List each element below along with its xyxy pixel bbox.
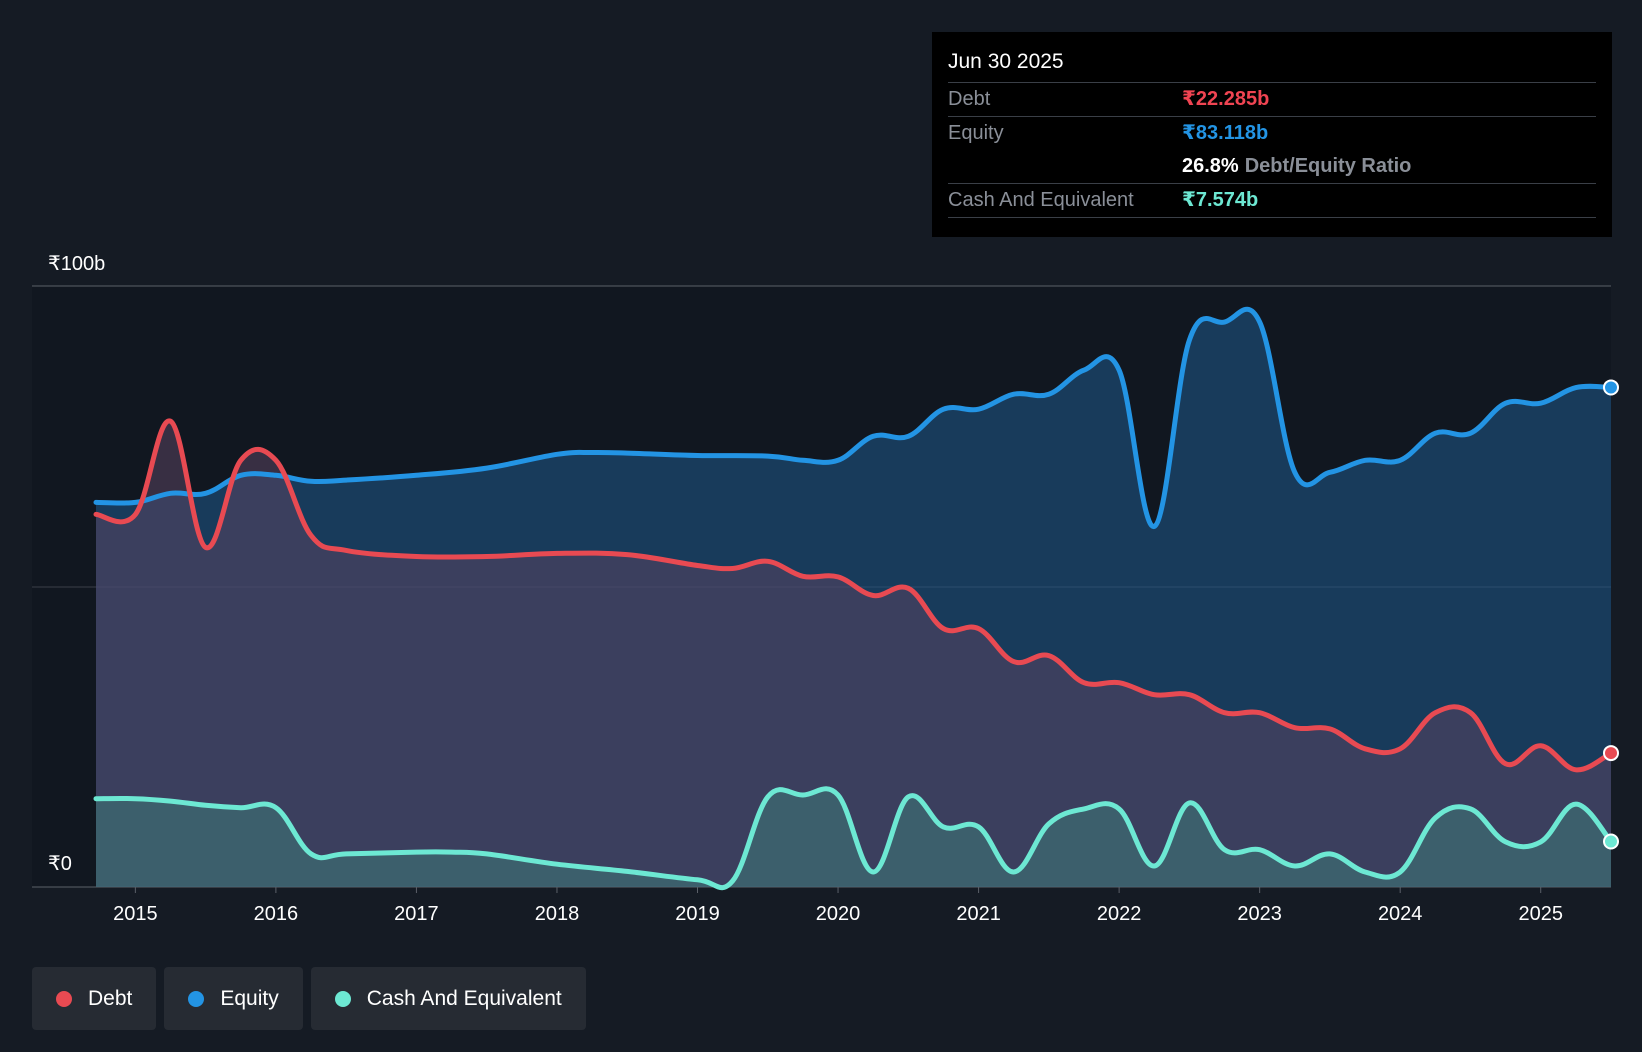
tooltip-panel: Jun 30 2025 Debt ₹22.285b Equity ₹83.118… <box>932 32 1612 237</box>
x-tick-label: 2015 <box>113 903 158 925</box>
tooltip-debt-row: Debt ₹22.285b <box>948 83 1596 117</box>
tooltip-equity-value: ₹83.118b <box>1182 122 1269 144</box>
x-tick-label: 2019 <box>675 903 720 925</box>
x-tick-label: 2017 <box>394 903 439 925</box>
x-tick-label: 2023 <box>1237 903 1282 925</box>
x-tick-label: 2018 <box>535 903 580 925</box>
legend-label-cash: Cash And Equivalent <box>366 986 562 1010</box>
tooltip-date: Jun 30 2025 <box>948 32 1596 83</box>
tooltip-cash-value: ₹7.574b <box>1182 189 1259 211</box>
tooltip-debt-label: Debt <box>948 88 991 110</box>
x-tick-label: 2022 <box>1097 903 1142 925</box>
debt-area <box>96 420 1611 887</box>
legend-item-debt[interactable]: Debt <box>32 967 157 1030</box>
tooltip-cash-row: Cash And Equivalent ₹7.574b <box>948 184 1596 218</box>
y-tick-label-zero: ₹0 <box>48 853 72 875</box>
cash-dot-icon <box>334 990 351 1007</box>
debt-line <box>93 418 1614 773</box>
legend: Debt Equity Cash And Equivalent <box>32 967 586 1030</box>
cash-line <box>93 786 1614 891</box>
y-tick-label-top: ₹100b <box>48 253 105 275</box>
legend-item-cash[interactable]: Cash And Equivalent <box>310 967 586 1030</box>
tooltip-cash-label: Cash And Equivalent <box>948 189 1134 211</box>
tooltip-ratio-row: 26.8% Debt/Equity Ratio <box>948 150 1596 184</box>
tooltip-equity-row: Equity ₹83.118b <box>948 117 1596 150</box>
x-tick-label: 2016 <box>254 903 299 925</box>
legend-label-debt: Debt <box>88 986 133 1010</box>
tooltip-ratio-value: 26.8% <box>1182 155 1239 177</box>
tooltip-ratio-label: Debt/Equity Ratio <box>1244 155 1412 177</box>
x-tick-label: 2021 <box>956 903 1001 925</box>
x-tick-label: 2020 <box>816 903 861 925</box>
cash-end-marker[interactable] <box>1603 833 1619 850</box>
x-tick-label: 2025 <box>1518 903 1563 925</box>
tooltip-equity-label: Equity <box>948 122 1004 144</box>
debt-end-marker[interactable] <box>1603 745 1619 762</box>
legend-label-equity: Equity <box>220 986 279 1010</box>
equity-line <box>93 306 1614 529</box>
equity-dot-icon <box>188 990 205 1007</box>
x-tick-label: 2024 <box>1378 903 1423 925</box>
legend-item-equity[interactable]: Equity <box>164 967 303 1030</box>
tooltip-debt-value: ₹22.285b <box>1182 88 1270 110</box>
debt-dot-icon <box>56 990 72 1007</box>
equity-end-marker[interactable] <box>1603 379 1619 396</box>
